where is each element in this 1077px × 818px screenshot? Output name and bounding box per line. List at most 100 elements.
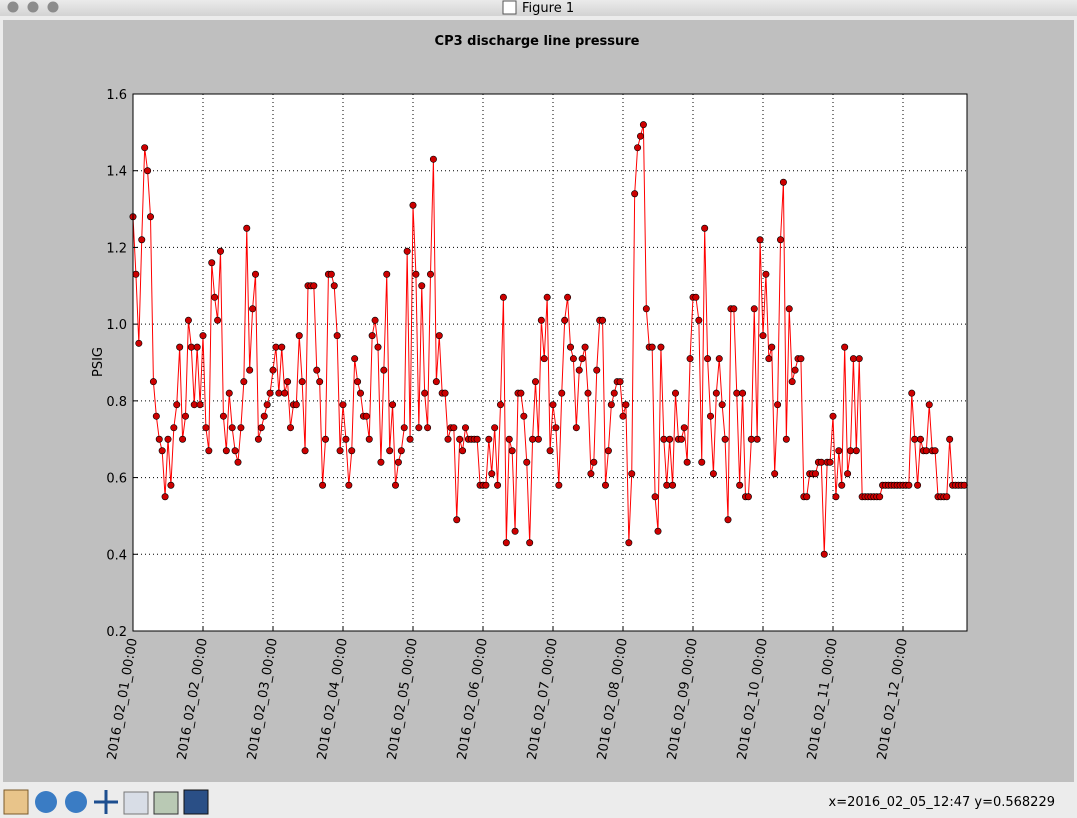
data-point [683, 458, 691, 466]
data-point [803, 493, 811, 501]
data-point [739, 389, 747, 397]
data-point [844, 470, 852, 478]
data-point [604, 447, 612, 455]
data-point [838, 481, 846, 489]
data-point [356, 389, 364, 397]
data-point [389, 401, 397, 409]
data-point [147, 213, 155, 221]
data-point [721, 435, 729, 443]
data-point [733, 389, 741, 397]
data-point [657, 343, 665, 351]
data-point [179, 435, 187, 443]
series [129, 121, 968, 558]
data-point [266, 389, 274, 397]
y-tick-label: 0.4 [106, 548, 127, 563]
data-point [639, 121, 647, 129]
data-point [835, 447, 843, 455]
data-point [284, 378, 292, 386]
data-point [908, 389, 916, 397]
data-point [943, 493, 951, 501]
data-point [788, 378, 796, 386]
data-point [505, 435, 513, 443]
y-tick-label: 1.2 [106, 241, 127, 256]
data-point [450, 424, 458, 432]
data-point [167, 481, 175, 489]
data-point [762, 270, 770, 278]
pan-button[interactable] [94, 790, 118, 814]
data-point [779, 178, 787, 186]
data-point [246, 366, 254, 374]
data-point [429, 155, 437, 163]
data-point [313, 366, 321, 374]
data-point [327, 270, 335, 278]
data-point [321, 435, 329, 443]
data-point [616, 378, 624, 386]
data-point [709, 470, 717, 478]
data-point [517, 389, 525, 397]
forward-button[interactable] [65, 791, 87, 813]
data-point [756, 236, 764, 244]
home-button[interactable] [3, 789, 29, 815]
data-point [491, 424, 499, 432]
plot-frame [132, 93, 968, 632]
data-point [499, 293, 507, 301]
data-point [669, 481, 677, 489]
data-point [692, 293, 700, 301]
back-button[interactable] [35, 791, 57, 813]
data-point [234, 458, 242, 466]
zoom-rect-button[interactable] [123, 791, 149, 815]
data-point [712, 389, 720, 397]
data-point [581, 343, 589, 351]
data-point [736, 481, 744, 489]
data-point [625, 539, 633, 547]
data-point [724, 516, 732, 524]
data-point [619, 412, 627, 420]
save-button[interactable] [183, 789, 209, 815]
minimize-button[interactable] [27, 1, 39, 13]
data-point [587, 470, 595, 478]
data-point [753, 435, 761, 443]
data-point [208, 259, 216, 267]
data-point [744, 493, 752, 501]
data-point [549, 401, 557, 409]
data-point [791, 366, 799, 374]
data-point [225, 389, 233, 397]
data-point [260, 412, 268, 420]
data-point [184, 316, 192, 324]
data-point [759, 332, 767, 340]
data-point [403, 247, 411, 255]
data-point [371, 316, 379, 324]
subplots-button[interactable] [153, 791, 179, 815]
data-point [211, 293, 219, 301]
data-point [572, 424, 580, 432]
data-point [610, 389, 618, 397]
data-point [584, 389, 592, 397]
data-point [785, 305, 793, 313]
data-point [561, 316, 569, 324]
data-point [558, 389, 566, 397]
data-point [380, 366, 388, 374]
data-point [820, 550, 828, 558]
data-point [319, 481, 327, 489]
data-point [531, 378, 539, 386]
data-point [435, 332, 443, 340]
chart-title: CP3 discharge line pressure [435, 34, 640, 49]
data-point [412, 270, 420, 278]
data-point [383, 270, 391, 278]
data-point [914, 481, 922, 489]
data-point [333, 332, 341, 340]
data-point [686, 355, 694, 363]
close-button[interactable] [7, 1, 19, 13]
data-point [193, 343, 201, 351]
zoom-button[interactable] [47, 1, 59, 13]
data-point [817, 458, 825, 466]
data-point [400, 424, 408, 432]
data-point [205, 447, 213, 455]
data-line [132, 124, 965, 555]
data-point [750, 305, 758, 313]
data-point [228, 424, 236, 432]
data-point [578, 355, 586, 363]
data-point [365, 435, 373, 443]
data-point [214, 316, 222, 324]
